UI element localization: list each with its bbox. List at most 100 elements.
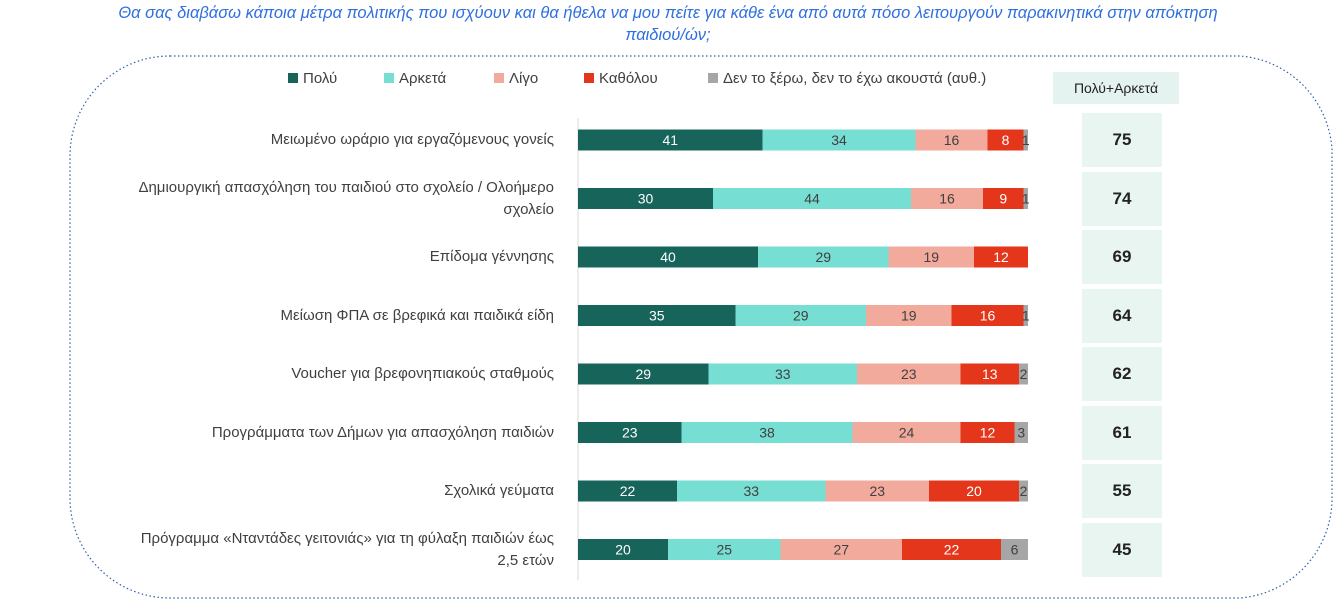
legend-swatch-2 [494,73,504,83]
category-label-line: Μειωμένο ωράριο για εργαζόμενους γονείς [270,131,554,148]
bar-label-1-7: 25 [716,542,732,558]
bar-0-6 [578,480,677,502]
bar-4-1 [1023,188,1028,209]
bar-2-3 [866,305,952,326]
bar-label-2-7: 27 [833,542,849,558]
bar-label-1-0: 34 [831,132,847,148]
bar-1-7 [668,539,781,560]
bar-label-4-3: 1 [1022,308,1030,324]
summary-header: Πολύ+Αρκετά [1053,72,1179,104]
bar-label-0-4: 29 [635,366,651,382]
bar-label-3-5: 12 [980,425,996,441]
bar-label-3-6: 20 [966,483,982,499]
category-label-line: Επίδομα γέννησης [429,248,554,265]
legend-label-2: Λίγο [509,70,538,87]
bar-2-2 [888,246,974,268]
summary-value: 55 [1082,464,1162,518]
category-label: Σχολικά γεύματα [34,480,554,502]
bar-4-6 [1019,480,1028,502]
bar-4-5 [1014,422,1028,443]
bar-0-7 [578,539,668,560]
bar-label-4-7: 6 [1011,542,1019,558]
category-label-line: 2,5 ετών [497,551,554,569]
bar-label-4-4: 2 [1020,366,1028,382]
bar-4-3 [1023,305,1028,326]
category-label: Δημιουργική απασχόληση του παιδιού στο σ… [34,177,554,221]
bar-3-7 [902,539,1001,560]
bar-label-1-3: 29 [793,308,809,324]
category-label-line: Προγράμματα των Δήμων για απασχόληση παι… [211,423,554,441]
bar-0-2 [578,246,758,268]
legend-label-0: Πολύ [303,70,337,87]
bar-0-3 [578,305,736,326]
bar-4-7 [1001,539,1028,560]
bar-label-2-5: 24 [899,425,915,441]
bar-2-4 [857,363,961,385]
bar-1-2 [758,246,889,268]
bar-1-4 [708,363,857,385]
summary-value: 69 [1082,230,1162,284]
bar-label-4-1: 1 [1022,191,1030,207]
bar-2-0 [915,129,988,151]
bar-3-3 [951,305,1024,326]
bar-label-4-5: 3 [1017,425,1025,441]
bar-3-1 [983,188,1024,209]
summary-value: 61 [1082,405,1162,460]
bar-label-1-1: 44 [804,191,820,207]
bar-1-3 [735,305,866,326]
summary-value: 62 [1082,347,1162,401]
bar-label-0-2: 40 [660,249,676,265]
bar-3-4 [960,363,1019,385]
category-label-line: σχολείο [503,200,554,218]
category-label: Voucher για βρεφονηπιακούς σταθμούς [34,363,554,385]
bar-label-1-2: 29 [815,249,831,265]
category-label-line: Μείωση ΦΠΑ σε βρεφικά και παιδικά είδη [280,306,555,324]
bar-label-0-3: 35 [649,308,665,324]
bar-0-4 [578,363,709,385]
bar-label-0-0: 41 [662,132,678,148]
chart-title-line-1: Θα σας διαβάσω κάποια μέτρα πολιτικής πο… [118,4,1218,22]
bar-3-2 [974,246,1028,268]
bar-label-2-6: 23 [869,483,885,499]
bar-label-3-3: 16 [980,308,996,324]
bar-label-2-0: 16 [944,132,960,148]
category-label: Επίδομα γέννησης [34,246,554,268]
bar-label-2-3: 19 [901,308,917,324]
category-label: Πρόγραμμα «Νταντάδες γειτονιάς» για τη φ… [34,528,554,572]
bar-label-4-6: 2 [1020,483,1028,499]
category-label: Μειωμένο ωράριο για εργαζόμενους γονείς [34,129,554,151]
bar-label-2-4: 23 [901,366,917,382]
bar-0-5 [578,422,682,443]
category-label: Μείωση ΦΠΑ σε βρεφικά και παιδικά είδη [34,305,555,327]
category-label-line: Voucher για βρεφονηπιακούς σταθμούς [291,365,554,382]
bar-label-3-0: 8 [1002,132,1010,148]
bar-label-1-6: 33 [743,483,759,499]
bar-2-1 [911,188,983,209]
bar-label-2-1: 16 [939,191,955,207]
summary-value: 45 [1082,522,1162,577]
bar-label-1-5: 38 [759,425,775,441]
rounded-frame-border [69,55,1333,599]
bar-2-5 [852,422,961,443]
bar-2-6 [825,480,929,502]
bar-1-5 [681,422,853,443]
bar-1-1 [713,188,911,209]
bar-3-6 [929,480,1019,502]
bar-label-3-2: 12 [993,249,1009,265]
summary-value: 75 [1082,113,1162,167]
bar-label-0-6: 22 [620,483,636,499]
bar-label-4-0: 1 [1022,132,1030,148]
bar-label-3-4: 13 [982,366,998,382]
legend-swatch-0 [288,73,298,83]
chart-title-line-2: παιδιού/ών; [625,26,711,44]
bar-label-2-2: 19 [923,249,939,265]
legend-swatch-3 [584,73,594,83]
bar-0-1 [578,188,713,209]
category-label-line: Δημιουργική απασχόληση του παιδιού στο σ… [138,178,554,196]
category-label: Προγράμματα των Δήμων για απασχόληση παι… [34,422,554,444]
legend-label-3: Καθόλου [599,70,658,87]
bar-label-0-5: 23 [622,425,638,441]
bar-label-3-7: 22 [944,542,960,558]
legend-label-1: Αρκετά [399,70,446,87]
